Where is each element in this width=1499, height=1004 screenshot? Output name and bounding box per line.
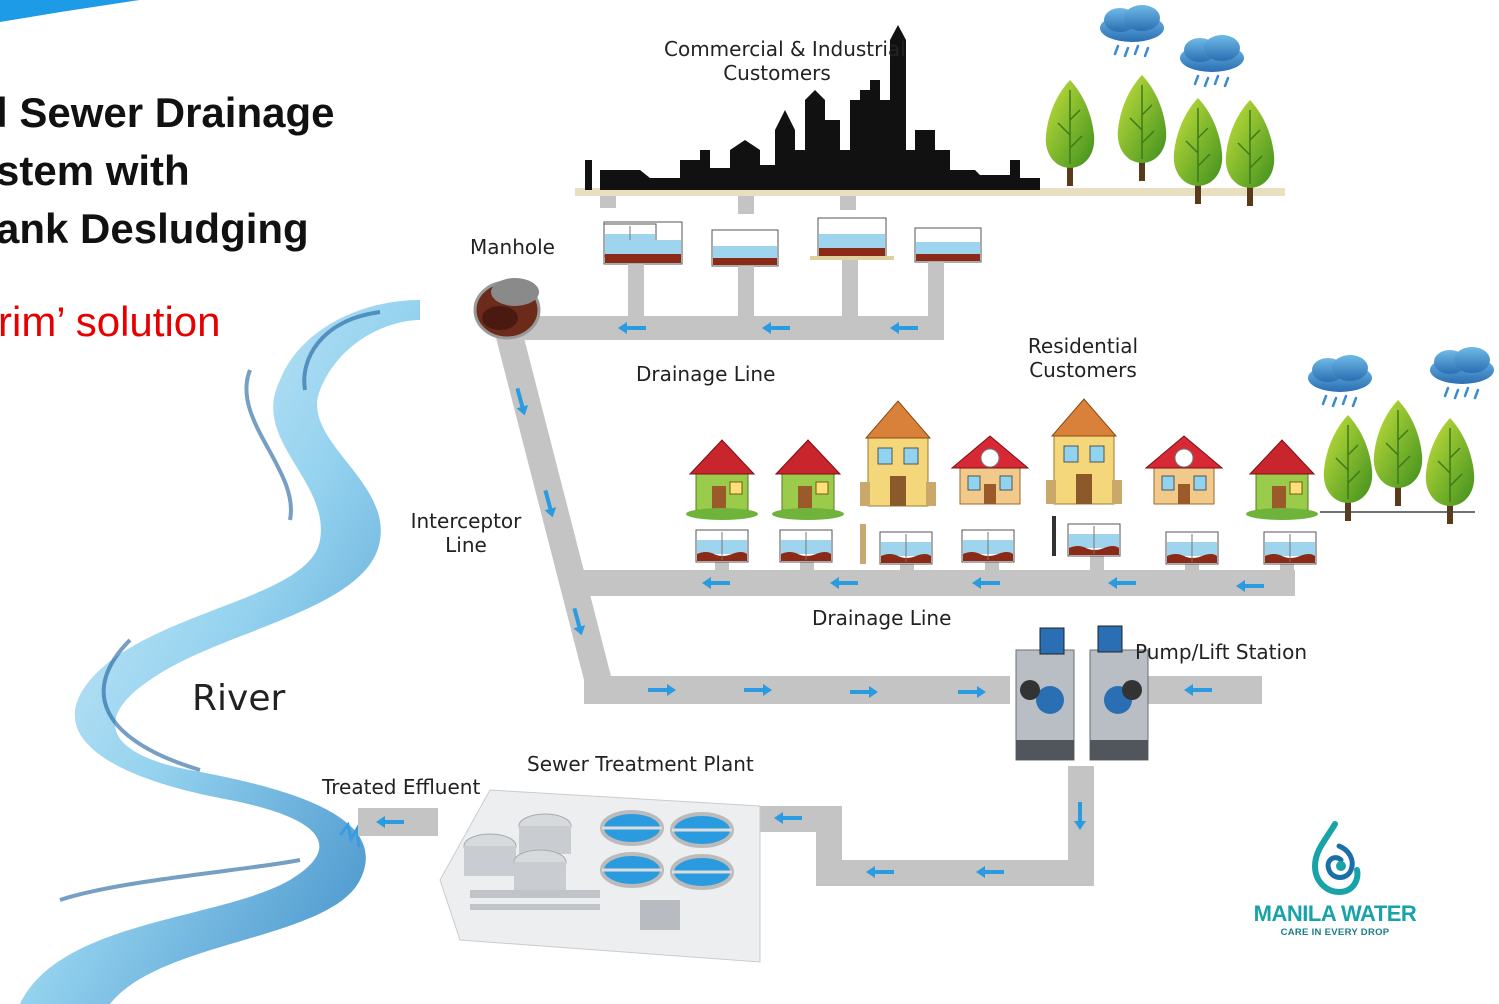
rain-cloud-icon <box>1098 3 1166 58</box>
septic-tank-icon <box>1263 531 1317 565</box>
house-icon <box>1145 435 1223 505</box>
septic-tank-icon <box>961 529 1015 563</box>
factory-skyline-icon <box>575 25 1285 196</box>
label-residential-line1: Residential <box>1027 334 1139 358</box>
label-commercial-line1: Commercial & Industrial <box>664 37 906 61</box>
septic-tank-icon <box>1067 523 1121 557</box>
tree-icon <box>1323 414 1373 522</box>
label-sewer-plant: Sewer Treatment Plant <box>527 752 754 776</box>
logo-tagline: CARE IN EVERY DROP <box>1280 927 1390 938</box>
house-icon <box>685 439 759 521</box>
label-commercial: Commercial & Industrial Customers <box>664 37 906 85</box>
house-icon <box>1245 439 1319 521</box>
tree-icon <box>1425 417 1475 525</box>
logo-name: MANILA WATER <box>1253 901 1417 926</box>
label-drainage-line-mid: Drainage Line <box>812 606 952 630</box>
label-residential-line2: Customers <box>1029 358 1137 382</box>
septic-tank-icon <box>695 529 749 563</box>
rain-cloud-icon <box>1306 353 1374 408</box>
tree-icon <box>1373 399 1423 507</box>
water-swirl-icon <box>1311 821 1361 896</box>
tree-icon <box>1117 74 1167 182</box>
label-treated-effluent: Treated Effluent <box>322 775 481 799</box>
label-river: River <box>192 678 286 719</box>
label-interceptor-line1: Interceptor <box>410 509 522 533</box>
label-interceptor: Interceptor Line <box>404 509 528 557</box>
house-icon <box>951 435 1029 505</box>
septic-tank-icon <box>1165 531 1219 565</box>
title-line-2: stem with <box>0 147 190 194</box>
label-residential: Residential Customers <box>1020 334 1146 382</box>
septic-tank-icon <box>879 531 933 565</box>
label-drainage-line-top: Drainage Line <box>636 362 776 386</box>
subtitle: rim’ solution <box>0 298 221 345</box>
manila-water-logo: MANILA WATER CARE IN EVERY DROP <box>1250 820 1420 938</box>
river-graphic <box>20 300 420 1004</box>
house-icon <box>859 400 937 507</box>
manhole-icon <box>473 278 541 340</box>
title-line-1: l Sewer Drainage <box>0 89 335 136</box>
rain-cloud-icon <box>1178 33 1246 88</box>
label-pump-station: Pump/Lift Station <box>1135 640 1307 664</box>
rain-cloud-icon <box>1428 345 1496 400</box>
treatment-plant-icon <box>439 789 761 963</box>
title-line-3: ank Desludging <box>0 205 309 252</box>
house-icon <box>771 439 845 521</box>
septic-tank-icon <box>779 529 833 563</box>
house-icon <box>1045 398 1123 505</box>
pump-icon <box>1015 625 1149 761</box>
pipe-network <box>358 260 1295 886</box>
label-commercial-line2: Customers <box>723 61 831 85</box>
label-manhole: Manhole <box>470 235 555 259</box>
corner-decoration <box>0 0 140 22</box>
label-interceptor-line2: Line <box>445 533 487 557</box>
tree-icon <box>1045 79 1095 187</box>
